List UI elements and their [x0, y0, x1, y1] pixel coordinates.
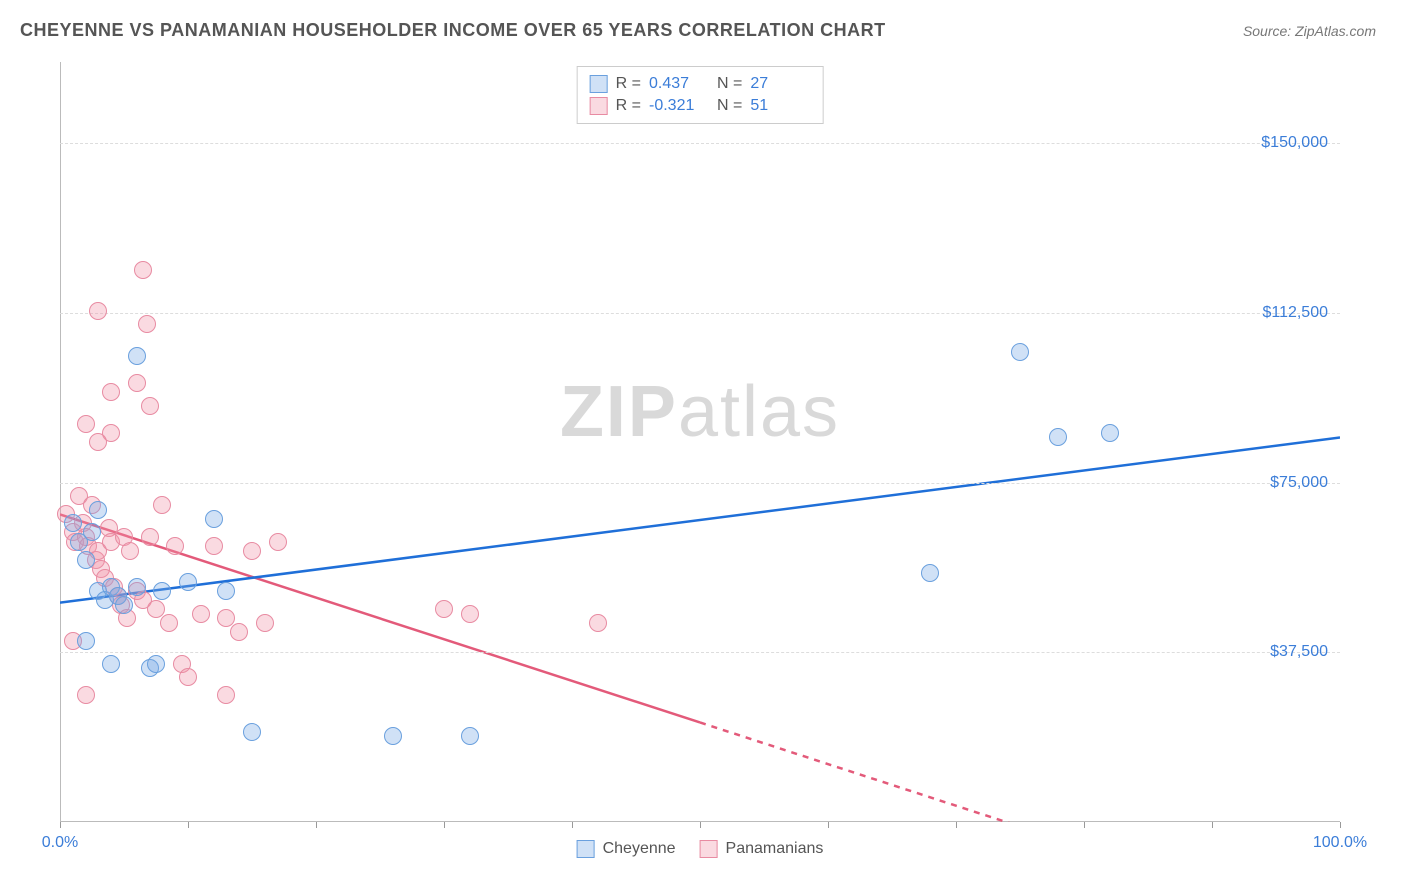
legend-swatch	[590, 97, 608, 115]
n-value: 27	[750, 75, 810, 93]
data-point	[435, 600, 453, 618]
data-point	[384, 727, 402, 745]
data-point	[1101, 424, 1119, 442]
data-point	[179, 573, 197, 591]
x-tick	[1084, 822, 1085, 828]
data-point	[217, 582, 235, 600]
data-point	[921, 564, 939, 582]
legend-item: Panamanians	[700, 840, 824, 858]
grid-line	[60, 313, 1340, 314]
data-point	[115, 596, 133, 614]
n-value: 51	[750, 97, 810, 115]
data-point	[153, 582, 171, 600]
y-tick-label: $75,000	[1270, 474, 1328, 492]
axis-border	[60, 62, 1340, 822]
data-point	[89, 302, 107, 320]
data-point	[269, 533, 287, 551]
x-tick	[188, 822, 189, 828]
n-label: N =	[717, 75, 742, 93]
data-point	[147, 655, 165, 673]
data-point	[77, 551, 95, 569]
data-point	[89, 501, 107, 519]
watermark: ZIPatlas	[560, 371, 840, 453]
stats-row: R = -0.321 N = 51	[590, 95, 811, 117]
data-point	[128, 374, 146, 392]
source-label: Source: ZipAtlas.com	[1243, 23, 1376, 39]
data-point	[128, 578, 146, 596]
regression-lines	[60, 62, 1340, 822]
watermark-zip: ZIP	[560, 372, 678, 452]
data-point	[589, 614, 607, 632]
x-tick	[700, 822, 701, 828]
source-name: ZipAtlas.com	[1295, 23, 1376, 39]
x-tick	[828, 822, 829, 828]
y-tick-label: $150,000	[1261, 134, 1328, 152]
x-tick	[572, 822, 573, 828]
data-point	[256, 614, 274, 632]
y-tick-label: $37,500	[1270, 643, 1328, 661]
data-point	[153, 496, 171, 514]
grid-line	[60, 652, 1340, 653]
legend-label: Cheyenne	[603, 840, 676, 858]
grid-line	[60, 143, 1340, 144]
data-point	[1011, 343, 1029, 361]
chart-title: CHEYENNE VS PANAMANIAN HOUSEHOLDER INCOM…	[20, 20, 886, 41]
data-point	[205, 537, 223, 555]
x-tick	[444, 822, 445, 828]
chart-wrap: Householder Income Over 65 years ZIPatla…	[50, 62, 1370, 822]
r-value: -0.321	[649, 97, 709, 115]
legend-item: Cheyenne	[577, 840, 676, 858]
data-point	[77, 415, 95, 433]
x-tick-label: 100.0%	[1313, 834, 1367, 852]
data-point	[77, 632, 95, 650]
data-point	[134, 261, 152, 279]
stats-row: R = 0.437 N = 27	[590, 73, 811, 95]
title-bar: CHEYENNE VS PANAMANIAN HOUSEHOLDER INCOM…	[0, 0, 1406, 51]
data-point	[128, 347, 146, 365]
data-point	[1049, 428, 1067, 446]
data-point	[141, 397, 159, 415]
x-tick-label: 0.0%	[42, 834, 78, 852]
r-value: 0.437	[649, 75, 709, 93]
data-point	[192, 605, 210, 623]
x-tick	[1340, 822, 1341, 828]
data-point	[102, 383, 120, 401]
data-point	[230, 623, 248, 641]
data-point	[89, 433, 107, 451]
data-point	[160, 614, 178, 632]
x-tick	[956, 822, 957, 828]
r-label: R =	[616, 97, 641, 115]
legend-swatch	[577, 840, 595, 858]
data-point	[461, 605, 479, 623]
legend-label: Panamanians	[726, 840, 824, 858]
grid-line	[60, 483, 1340, 484]
data-point	[217, 686, 235, 704]
data-point	[77, 686, 95, 704]
data-point	[64, 514, 82, 532]
x-tick	[316, 822, 317, 828]
data-point	[461, 727, 479, 745]
data-point	[102, 655, 120, 673]
x-tick	[1212, 822, 1213, 828]
n-label: N =	[717, 97, 742, 115]
data-point	[179, 668, 197, 686]
stats-legend: R = 0.437 N = 27 R = -0.321 N = 51	[577, 66, 824, 124]
data-point	[138, 315, 156, 333]
watermark-atlas: atlas	[678, 372, 840, 452]
data-point	[243, 723, 261, 741]
y-tick-label: $112,500	[1262, 304, 1328, 322]
data-point	[121, 542, 139, 560]
data-point	[243, 542, 261, 560]
x-tick	[60, 822, 61, 828]
data-point	[166, 537, 184, 555]
source-prefix: Source:	[1243, 23, 1295, 39]
series-legend: Cheyenne Panamanians	[577, 840, 824, 858]
r-label: R =	[616, 75, 641, 93]
legend-swatch	[700, 840, 718, 858]
data-point	[141, 528, 159, 546]
data-point	[83, 523, 101, 541]
legend-swatch	[590, 75, 608, 93]
data-point	[205, 510, 223, 528]
plot-area: ZIPatlas R = 0.437 N = 27 R = -0.321 N = 51…	[60, 62, 1340, 822]
